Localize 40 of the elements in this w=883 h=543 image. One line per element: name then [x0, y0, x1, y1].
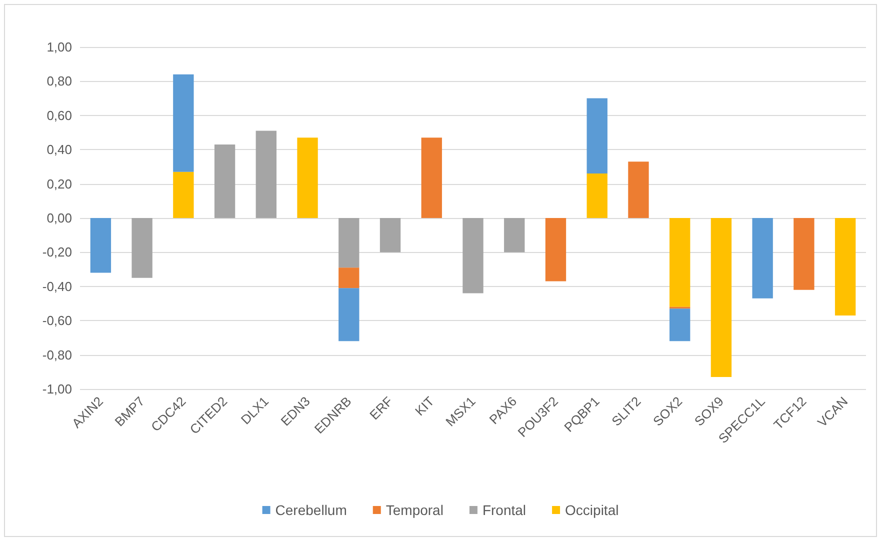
bar: [794, 218, 814, 290]
legend-label: Frontal: [482, 502, 526, 518]
bar: [710, 218, 732, 378]
bar: [173, 74, 194, 172]
bar: [297, 138, 318, 218]
bar: [214, 144, 236, 218]
bar: [338, 218, 360, 268]
bar: [421, 138, 442, 218]
legend-label: Cerebellum: [275, 502, 347, 518]
bar: [670, 218, 690, 307]
bar: [504, 218, 525, 252]
bar: [462, 218, 484, 294]
y-tick-label: 0,00: [46, 210, 72, 226]
y-tick-label: 0,40: [46, 142, 72, 158]
y-tick-label: -0,80: [42, 347, 72, 362]
x-tick-label: KIT: [412, 394, 437, 419]
bar: [670, 308, 690, 342]
y-tick-label: -0,40: [42, 278, 72, 294]
y-tick-label: 0,20: [46, 176, 72, 192]
bar: [338, 288, 360, 342]
bar: [834, 218, 856, 316]
legend-label: Occipital: [565, 502, 619, 518]
y-tick-label: -0,20: [42, 244, 72, 260]
bar: [173, 172, 194, 218]
legend-label: Temporal: [386, 502, 444, 518]
bar: [256, 130, 276, 218]
y-tick-label: 0,80: [46, 74, 72, 89]
bar: [380, 218, 401, 252]
y-tick-label: 0,60: [46, 108, 72, 123]
y-tick-label: -0,60: [42, 313, 72, 328]
bar: [628, 162, 649, 218]
bar: [586, 98, 608, 174]
y-tick-label: -1,00: [42, 382, 72, 396]
bar: [752, 218, 773, 298]
bar: [90, 218, 112, 273]
y-tick-label: 1,00: [46, 40, 72, 54]
bar: [132, 218, 152, 278]
bar: [586, 174, 608, 218]
bar: [545, 218, 566, 282]
bar: [338, 268, 360, 288]
